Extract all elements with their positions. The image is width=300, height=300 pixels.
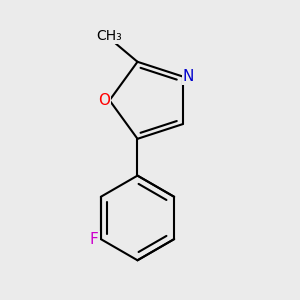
Text: CH₃: CH₃ [96,29,122,43]
Text: F: F [90,232,99,247]
Text: O: O [98,93,110,108]
Text: N: N [183,69,194,84]
